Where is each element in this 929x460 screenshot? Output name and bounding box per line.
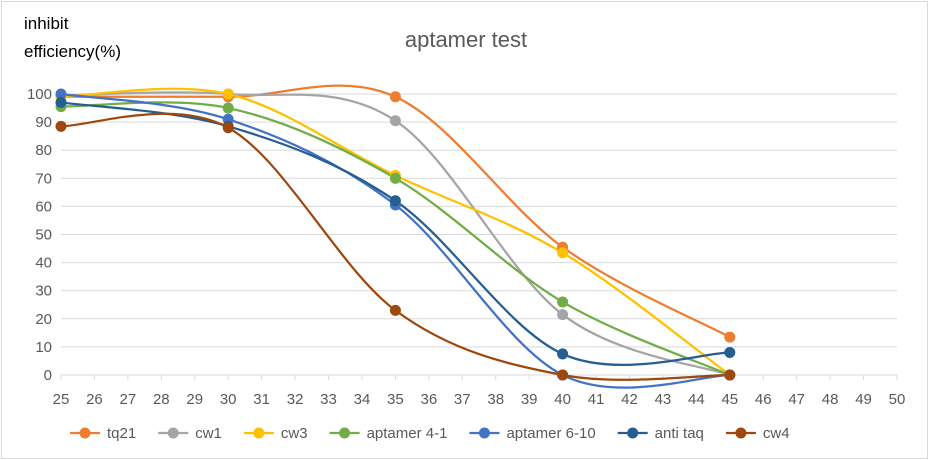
- data-point-tq21: [389, 91, 401, 103]
- legend-label: tq21: [107, 425, 136, 442]
- x-tick-label: 44: [688, 391, 705, 408]
- series-line-tq21: [59, 84, 731, 339]
- legend-label: cw4: [763, 425, 790, 442]
- data-point-cw4: [389, 304, 401, 316]
- series-lines: [59, 84, 731, 389]
- x-tick-label: 50: [889, 391, 906, 408]
- x-tick-label: 47: [788, 391, 805, 408]
- x-tick-label: 41: [588, 391, 605, 408]
- x-tick-label: 43: [655, 391, 672, 408]
- y-tick-label: 80: [35, 142, 52, 159]
- data-point-anti-taq: [389, 195, 401, 207]
- legend-marker: [627, 427, 639, 439]
- legend-marker: [339, 427, 351, 439]
- x-tick-label: 38: [487, 391, 504, 408]
- series-line-anti-taq: [59, 101, 731, 366]
- series-line-aptamer-6-10: [59, 92, 731, 389]
- y-tick-label: 30: [35, 283, 52, 300]
- series-markers: [55, 88, 736, 381]
- legend-item-anti-taq: anti taq: [617, 425, 704, 442]
- x-tick-label: 36: [420, 391, 437, 408]
- y-tick-label: 20: [35, 311, 52, 328]
- legend-item-cw4: cw4: [725, 425, 790, 442]
- legend-item-cw3: cw3: [243, 425, 308, 442]
- data-point-tq21: [724, 331, 736, 343]
- y-axis-tick-labels: 0 10 20 30 40 50 60 70 80 90 100: [27, 86, 52, 384]
- x-tick-label: 34: [354, 391, 371, 408]
- data-point-cw4: [55, 120, 67, 132]
- legend-label: aptamer 4-1: [367, 425, 448, 442]
- legend-marker: [478, 427, 490, 439]
- data-point-aptamer-6-10: [55, 88, 67, 100]
- data-point-cw1: [389, 115, 401, 127]
- legend-marker: [79, 427, 91, 439]
- x-tick-label: 30: [220, 391, 237, 408]
- legend-item-aptamer-6-10: aptamer 6-10: [469, 425, 596, 442]
- series-line-cw1: [59, 91, 731, 377]
- data-point-cw4: [724, 369, 736, 381]
- data-point-anti-taq: [55, 96, 67, 108]
- legend-marker: [253, 427, 265, 439]
- y-axis-label-line-1: inhibit: [24, 14, 69, 33]
- data-point-anti-taq: [724, 347, 736, 359]
- data-point-aptamer-4-1: [222, 102, 234, 114]
- x-tick-label: 35: [387, 391, 404, 408]
- data-point-anti-taq: [557, 348, 569, 360]
- x-axis: [60, 374, 898, 380]
- x-tick-label: 40: [554, 391, 571, 408]
- x-tick-label: 26: [86, 391, 103, 408]
- legend-item-cw1: cw1: [158, 425, 222, 442]
- y-axis-label-line-2: efficiency(%): [24, 42, 121, 61]
- x-tick-label: 32: [287, 391, 304, 408]
- data-point-cw4: [222, 122, 234, 134]
- data-point-cw1: [557, 309, 569, 321]
- legend-item-tq21: tq21: [70, 425, 136, 442]
- chart-title: aptamer test: [405, 27, 527, 52]
- legend-label: cw1: [195, 425, 222, 442]
- series-line-cw4: [59, 112, 731, 381]
- y-tick-label: 70: [35, 170, 52, 187]
- x-tick-label: 27: [120, 391, 137, 408]
- gridlines: [61, 93, 897, 348]
- x-tick-label: 48: [822, 391, 839, 408]
- x-tick-label: 37: [454, 391, 471, 408]
- legend-label: anti taq: [655, 425, 704, 442]
- y-tick-label: 60: [35, 198, 52, 215]
- x-tick-label: 46: [755, 391, 772, 408]
- x-tick-label: 33: [320, 391, 337, 408]
- x-tick-label: 45: [721, 391, 738, 408]
- legend-marker: [735, 427, 747, 439]
- data-point-aptamer-4-1: [389, 172, 401, 184]
- y-tick-label: 40: [35, 255, 52, 272]
- y-tick-label: 90: [35, 114, 52, 131]
- x-tick-label: 39: [521, 391, 538, 408]
- series-line-cw3: [59, 87, 731, 377]
- legend-label: aptamer 6-10: [506, 425, 595, 442]
- x-axis-tick-labels: 25 26 27 28 29 30 31 32 33 34 35 36 37 38 39 40 41 42 43 44…: [53, 391, 906, 408]
- x-tick-label: 25: [53, 391, 70, 408]
- x-tick-label: 49: [855, 391, 872, 408]
- x-tick-label: 31: [253, 391, 270, 408]
- data-point-aptamer-4-1: [557, 296, 569, 308]
- data-point-cw3: [222, 88, 234, 100]
- x-tick-label: 29: [186, 391, 203, 408]
- legend-label: cw3: [281, 425, 308, 442]
- legend-item-aptamer-4-1: aptamer 4-1: [329, 425, 448, 442]
- y-tick-label: 0: [44, 367, 52, 384]
- x-tick-label: 28: [153, 391, 170, 408]
- data-point-cw3: [557, 247, 569, 259]
- series-line-aptamer-4-1: [59, 101, 731, 377]
- x-tick-label: 42: [621, 391, 638, 408]
- legend-marker: [167, 427, 179, 439]
- y-tick-label: 50: [35, 227, 52, 244]
- data-point-cw4: [557, 369, 569, 381]
- y-tick-label: 100: [27, 86, 52, 103]
- y-tick-label: 10: [35, 339, 52, 356]
- legend: tq21 cw1 cw3 aptamer 4-1 aptamer 6-10 anti ta…: [70, 425, 790, 442]
